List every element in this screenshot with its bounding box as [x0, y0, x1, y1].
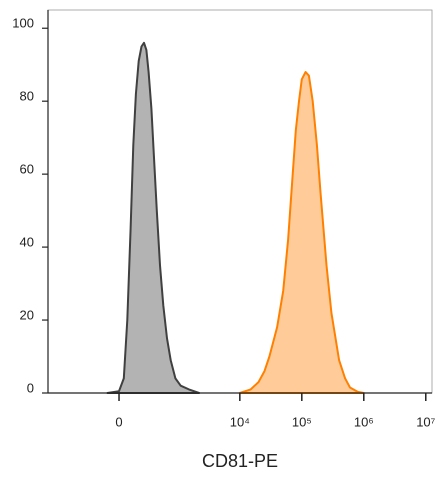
- histogram-area: [238, 71, 365, 394]
- histogram-area: [106, 41, 201, 394]
- x-tick-label: 0: [115, 414, 122, 429]
- y-tick-label: 60: [20, 162, 34, 177]
- y-tick-label: 100: [12, 16, 34, 31]
- y-tick-label: 20: [20, 307, 34, 322]
- x-tick-label: 10⁷: [416, 414, 435, 429]
- x-axis-label: CD81-PE: [202, 451, 278, 471]
- plot-frame: [47, 9, 433, 394]
- x-tick-label: 10⁶: [354, 414, 374, 429]
- y-tick-label: 40: [20, 235, 34, 250]
- x-tick-label: 10⁵: [292, 414, 312, 429]
- x-tick-label: 10⁴: [230, 414, 250, 429]
- y-tick-label: 0: [27, 380, 34, 395]
- y-tick-label: 80: [20, 89, 34, 104]
